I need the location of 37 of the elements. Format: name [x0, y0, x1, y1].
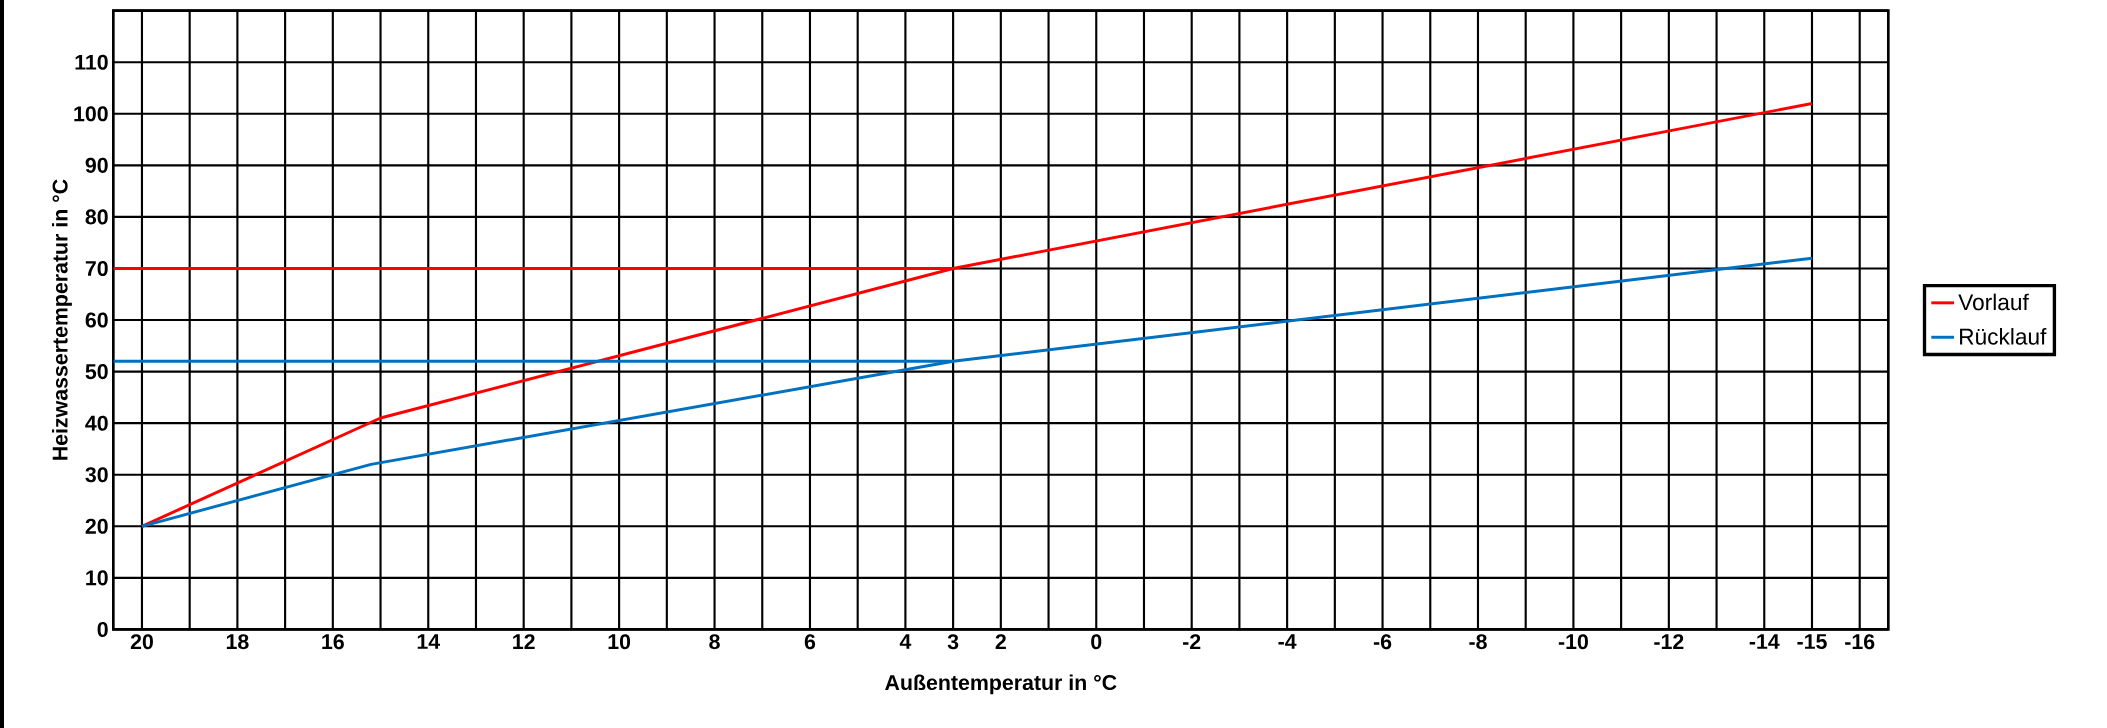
- x-tick-label: 16: [322, 634, 344, 650]
- legend-label: Vorlauf: [1958, 293, 2029, 311]
- y-tick-label: 70: [85, 260, 108, 276]
- x-axis-title: Außentemperatur in °C: [885, 674, 1117, 695]
- y-tick-label: 0: [97, 621, 108, 637]
- x-tick-label: 0: [1091, 634, 1102, 650]
- y-tick-label: 40: [85, 415, 108, 431]
- x-tick-label: -12: [1654, 634, 1684, 649]
- legend-label: Rücklauf: [1960, 328, 2047, 345]
- x-tick-label: -16: [1845, 634, 1875, 650]
- x-tick-label: 14: [417, 634, 440, 649]
- x-tick-label: 18: [226, 634, 249, 650]
- x-tick-label: 2: [995, 634, 1006, 649]
- x-tick-label: 12: [513, 634, 535, 649]
- x-tick-label: -14: [1749, 634, 1780, 649]
- x-tick-label: -10: [1558, 634, 1588, 650]
- y-tick-label: 110: [75, 54, 108, 70]
- y-tick-label: 30: [85, 467, 108, 483]
- x-tick-label: 8: [709, 634, 720, 650]
- x-tick-label: -4: [1278, 634, 1297, 649]
- y-tick-label: 50: [85, 364, 108, 380]
- x-tick-label: 20: [130, 634, 153, 650]
- x-tick-label: -6: [1373, 634, 1392, 650]
- x-tick-label: 3: [947, 634, 959, 650]
- y-tick-label: 20: [85, 518, 108, 534]
- x-tick-label: 10: [608, 634, 631, 650]
- x-tick-label: -2: [1183, 634, 1201, 649]
- x-tick-label: -15: [1797, 634, 1827, 649]
- y-tick-label: 80: [85, 209, 108, 225]
- y-tick-label: 60: [85, 312, 108, 328]
- x-tick-label: 4: [899, 634, 912, 649]
- y-tick-label: 10: [86, 570, 108, 586]
- y-tick-label: 90: [85, 157, 108, 173]
- y-tick-label: 100: [74, 106, 108, 122]
- y-axis-title: Heizwassertemperatur in °C: [51, 179, 72, 460]
- x-tick-label: -8: [1469, 634, 1487, 650]
- x-tick-label: 6: [804, 634, 816, 650]
